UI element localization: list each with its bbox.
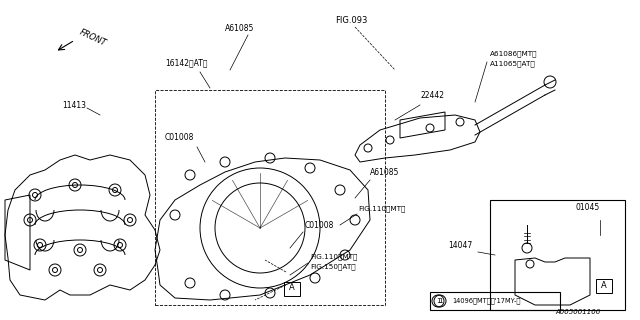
Text: A005001106: A005001106 — [555, 309, 600, 315]
Bar — [490, 200, 625, 310]
Text: A: A — [601, 281, 607, 290]
Text: C01008: C01008 — [165, 133, 195, 142]
Text: A61085: A61085 — [225, 23, 254, 33]
Text: 14047: 14047 — [448, 241, 472, 250]
Text: 1: 1 — [438, 298, 442, 304]
Text: C01008: C01008 — [305, 221, 334, 230]
Text: 22442: 22442 — [420, 91, 444, 100]
Text: A61086〈MT〉: A61086〈MT〉 — [490, 50, 538, 57]
Text: A: A — [289, 284, 295, 292]
Text: 16142〈AT〉: 16142〈AT〉 — [165, 58, 207, 67]
Text: FIG.093: FIG.093 — [335, 15, 367, 25]
Bar — [155, 90, 385, 305]
Text: FIG.110〈MT〉: FIG.110〈MT〉 — [310, 253, 357, 260]
Text: FIG.110〈MT〉: FIG.110〈MT〉 — [358, 205, 405, 212]
Bar — [596, 279, 612, 293]
Text: 01045: 01045 — [575, 203, 599, 212]
Text: 14096〈MT〉・'17MY-〘: 14096〈MT〉・'17MY-〘 — [452, 298, 520, 304]
Text: FRONT: FRONT — [78, 28, 108, 48]
Text: FIG.150〈AT〉: FIG.150〈AT〉 — [310, 263, 356, 270]
Text: 11413: 11413 — [62, 101, 86, 110]
Text: A61085: A61085 — [370, 168, 399, 177]
Bar — [430, 292, 560, 310]
Bar — [284, 282, 300, 296]
Text: 1: 1 — [436, 298, 440, 304]
Text: A11065〈AT〉: A11065〈AT〉 — [490, 60, 536, 67]
